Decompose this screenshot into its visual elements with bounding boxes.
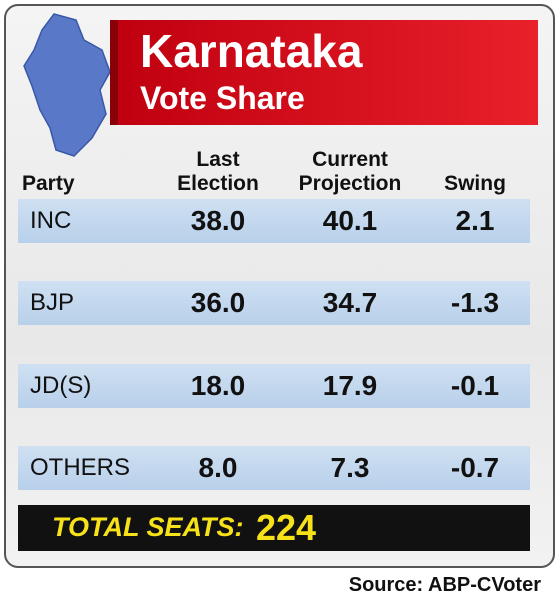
row-band — [18, 446, 530, 490]
value-cell: 17.9 — [322, 370, 378, 401]
value-cell: 8.0 — [198, 452, 238, 483]
value-cell: -1.3 — [450, 287, 500, 318]
value-cell: 2.1 — [455, 205, 495, 236]
party-cell: INC — [30, 207, 72, 234]
value-cell: 34.7 — [322, 287, 378, 318]
party-cell: BJP — [30, 289, 75, 316]
column-header: Party — [22, 172, 75, 195]
column-header: Last Election — [177, 148, 259, 195]
value-cell: 38.0 — [190, 205, 246, 236]
value-cell: 7.3 — [330, 452, 370, 483]
state-map — [23, 13, 111, 157]
title: Karnataka — [140, 25, 363, 77]
column-header: Swing — [444, 172, 506, 195]
column-header: Current Projection — [298, 148, 402, 195]
title-banner — [110, 20, 538, 125]
total-label: TOTAL SEATS: — [52, 512, 244, 542]
value-cell: 40.1 — [322, 205, 378, 236]
row-band — [18, 281, 530, 325]
value-cell: -0.1 — [450, 370, 500, 401]
value-cell: 18.0 — [190, 370, 246, 401]
total-value: 224 — [256, 507, 317, 548]
source: Source: ABP-CVoter — [348, 574, 541, 596]
value-cell: -0.7 — [450, 452, 500, 483]
total-bar — [18, 505, 530, 551]
row-band — [18, 364, 530, 408]
value-cell: 36.0 — [190, 287, 246, 318]
row-band — [18, 199, 530, 243]
party-cell: OTHERS — [30, 454, 131, 481]
subtitle: Vote Share — [140, 80, 305, 116]
party-cell: JD(S) — [30, 372, 92, 399]
